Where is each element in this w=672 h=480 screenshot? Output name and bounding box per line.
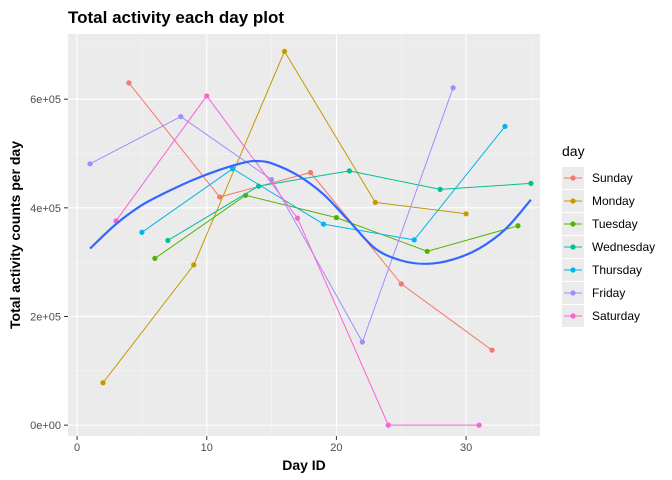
data-point-monday <box>372 199 378 206</box>
data-point-sunday <box>489 347 495 353</box>
smooth-trend <box>89 159 532 265</box>
data-point-friday <box>450 85 456 91</box>
legend-label-saturday: Saturday <box>592 309 640 323</box>
legend: day Sunday Monday Tuesday Wednesday Thursday… <box>562 143 655 327</box>
legend-title: day <box>562 143 585 159</box>
data-point-thursday <box>230 166 236 172</box>
data-point-sunday <box>217 194 223 200</box>
y-tick-label: 6e+05 <box>30 94 61 106</box>
data-point-monday <box>100 380 106 386</box>
legend-key-point-friday <box>570 290 576 296</box>
data-point-friday <box>359 339 365 345</box>
data-point-tuesday <box>152 255 158 261</box>
data-point-wednesday <box>437 186 443 192</box>
x-tick-label: 30 <box>460 442 472 454</box>
x-tick-label: 10 <box>201 442 213 454</box>
y-tick-label: 2e+05 <box>30 311 61 323</box>
legend-label-thursday: Thursday <box>592 263 642 277</box>
legend-label-wednesday: Wednesday <box>592 240 655 254</box>
data-point-friday <box>178 113 184 120</box>
data-point-saturday <box>385 422 391 428</box>
data-point-saturday <box>476 422 482 428</box>
data-point-tuesday <box>424 248 430 254</box>
data-point-wednesday <box>346 168 352 174</box>
y-axis-title: Total activity counts per day <box>7 141 23 329</box>
data-point-sunday <box>398 281 404 287</box>
plot-panel <box>68 34 540 436</box>
legend-key-point-tuesday <box>570 221 576 227</box>
legend-label-tuesday: Tuesday <box>592 217 638 231</box>
legend-key-point-monday <box>570 198 576 204</box>
legend-items: Sunday Monday Tuesday Wednesday Thursday Frid… <box>562 167 655 327</box>
legend-key-point-wednesday <box>570 244 576 250</box>
legend-label-monday: Monday <box>592 194 635 208</box>
data-point-sunday <box>307 169 314 176</box>
data-point-monday <box>281 48 288 54</box>
axes: 0 10 20 30 0e+00 2e+05 4e+05 6e+05 <box>30 94 472 454</box>
data-point-saturday <box>294 215 301 221</box>
legend-label-friday: Friday <box>592 286 625 300</box>
legend-key-point-saturday <box>570 313 576 319</box>
data-point-tuesday <box>515 223 521 229</box>
y-tick-label: 4e+05 <box>30 203 61 215</box>
x-axis-title: Day ID <box>282 457 326 473</box>
x-tick-label: 0 <box>74 442 80 454</box>
chart-title: Total activity each day plot <box>68 8 284 27</box>
data-point-monday <box>463 211 469 217</box>
data-point-sunday <box>126 80 132 86</box>
data-point-friday <box>87 161 93 167</box>
data-point-wednesday <box>165 237 171 244</box>
data-point-thursday <box>502 123 508 129</box>
y-tick-label: 0e+00 <box>30 420 61 432</box>
data-point-monday <box>191 262 197 268</box>
data-point-tuesday <box>333 215 340 221</box>
x-tick-label: 20 <box>330 442 342 454</box>
data-point-thursday <box>320 221 327 227</box>
data-point-saturday <box>204 93 210 99</box>
legend-label-sunday: Sunday <box>592 171 633 185</box>
data-point-thursday <box>139 229 145 235</box>
smooth-curve <box>89 159 532 265</box>
data-point-wednesday <box>528 180 534 186</box>
legend-key-point-thursday <box>570 267 576 273</box>
data-point-thursday <box>411 237 417 243</box>
legend-key-point-sunday <box>570 175 576 181</box>
